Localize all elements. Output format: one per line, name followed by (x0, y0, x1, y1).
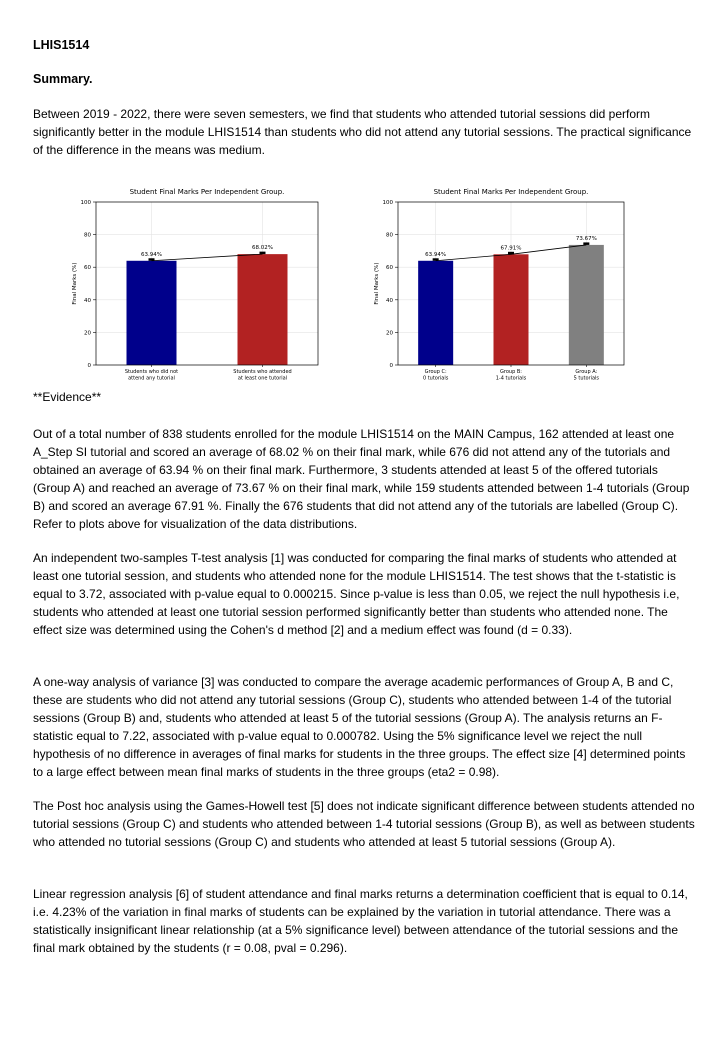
data-label: 68.02% (252, 245, 273, 251)
plot-frame (95, 201, 319, 366)
error-cap (508, 251, 514, 255)
trend-line (435, 244, 587, 262)
data-label: 73.67% (576, 236, 597, 242)
x-tick-label: at least one tutorial (238, 376, 287, 382)
evidence-paragraph-2: An independent two-samples T-test analys… (33, 551, 680, 637)
x-tick-label: 5 tutorials (574, 376, 600, 382)
chart-independent-groups: Student Final Marks Per Independent Grou… (72, 188, 319, 382)
y-tick-label: 80 (386, 233, 393, 239)
bar (126, 260, 177, 365)
charts-area: Student Final Marks Per Independent Grou… (0, 180, 724, 395)
trend-line (151, 253, 263, 262)
x-tick-label: Group C: (425, 369, 447, 375)
x-tick-label: Group A: (575, 369, 597, 375)
evidence-paragraph-1: Out of a total number of 838 students en… (33, 427, 690, 531)
chart-title: Student Final Marks Per Independent Grou… (434, 188, 589, 196)
bar (237, 254, 288, 365)
module-code: LHIS1514 (33, 38, 90, 52)
error-cap (148, 258, 155, 261)
evidence-paragraph-4: The Post hoc analysis using the Games-Ho… (33, 799, 695, 849)
x-tick-label: Students who attended (233, 369, 291, 375)
summary-heading: Summary. (33, 72, 93, 86)
bar (493, 254, 529, 365)
data-label: 63.94% (425, 252, 446, 258)
y-tick-label: 60 (386, 265, 393, 271)
bar (568, 244, 604, 365)
y-tick-label: 80 (84, 233, 91, 239)
y-axis-label: Final Marks (%) (72, 262, 78, 304)
y-tick-label: 40 (386, 298, 393, 304)
y-tick-label: 60 (84, 265, 91, 271)
x-tick-label: 1-4 tutorials (496, 376, 527, 382)
x-tick-label: Group B: (500, 369, 522, 375)
y-tick-label: 0 (88, 363, 92, 369)
evidence-paragraph-3: A one-way analysis of variance [3] was c… (33, 675, 686, 779)
plot-frame (397, 201, 625, 366)
y-axis-label: Final Marks (%) (374, 262, 380, 304)
y-tick-label: 100 (383, 200, 394, 206)
error-cap (583, 242, 590, 245)
data-label: 63.94% (141, 252, 162, 258)
data-label: 67.91% (501, 245, 522, 251)
x-tick-label: attend any tutorial (128, 376, 175, 382)
y-tick-label: 0 (390, 363, 394, 369)
evidence-heading: **Evidence** (33, 390, 102, 404)
y-tick-label: 100 (81, 200, 92, 206)
bar (418, 260, 454, 365)
chart-three-groups: Student Final Marks Per Independent Grou… (374, 188, 625, 382)
y-tick-label: 40 (84, 298, 91, 304)
error-cap (432, 258, 439, 261)
error-cap (259, 251, 266, 255)
summary-paragraph: Between 2019 - 2022, there were seven se… (33, 107, 692, 157)
x-tick-label: Students who did not (125, 369, 178, 375)
chart-title: Student Final Marks Per Independent Grou… (130, 188, 285, 196)
y-tick-label: 20 (386, 330, 393, 336)
x-tick-label: 0 tutorials (423, 376, 449, 382)
y-tick-label: 20 (84, 330, 91, 336)
evidence-paragraph-5: Linear regression analysis [6] of studen… (33, 887, 688, 955)
